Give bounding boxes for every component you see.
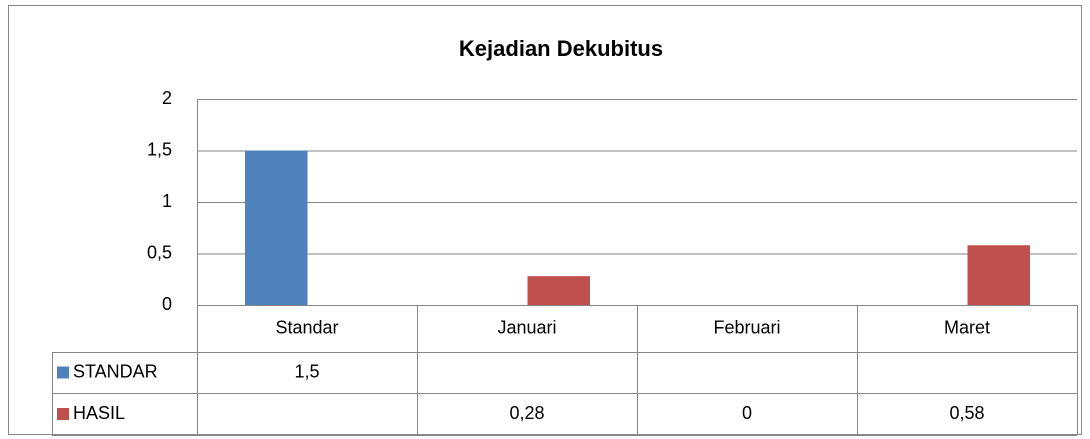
- legend-key: [57, 408, 69, 420]
- chart-title: Kejadian Dekubitus: [459, 36, 663, 61]
- bar: [527, 276, 590, 305]
- legend-key: [57, 366, 69, 379]
- table-value: 1,5: [294, 361, 319, 381]
- y-tick-label: 0: [162, 294, 172, 314]
- table-value: 0,28: [509, 403, 544, 423]
- chart-border: [8, 5, 1082, 435]
- y-tick-label: 0,5: [147, 242, 172, 262]
- bar: [967, 245, 1030, 305]
- legend-label: STANDAR: [73, 361, 158, 381]
- x-tick-label: Januari: [497, 317, 556, 337]
- x-tick-label: Standar: [275, 317, 338, 337]
- table-value: 0: [742, 403, 752, 423]
- bar: [245, 150, 308, 305]
- legend-label: HASIL: [73, 403, 125, 423]
- x-tick-label: Maret: [944, 317, 990, 337]
- table-value: 0,58: [949, 403, 984, 423]
- x-tick-label: Februari: [713, 317, 780, 337]
- y-tick-label: 1,5: [147, 139, 172, 159]
- y-tick-label: 1: [162, 191, 172, 211]
- y-tick-label: 2: [162, 88, 172, 108]
